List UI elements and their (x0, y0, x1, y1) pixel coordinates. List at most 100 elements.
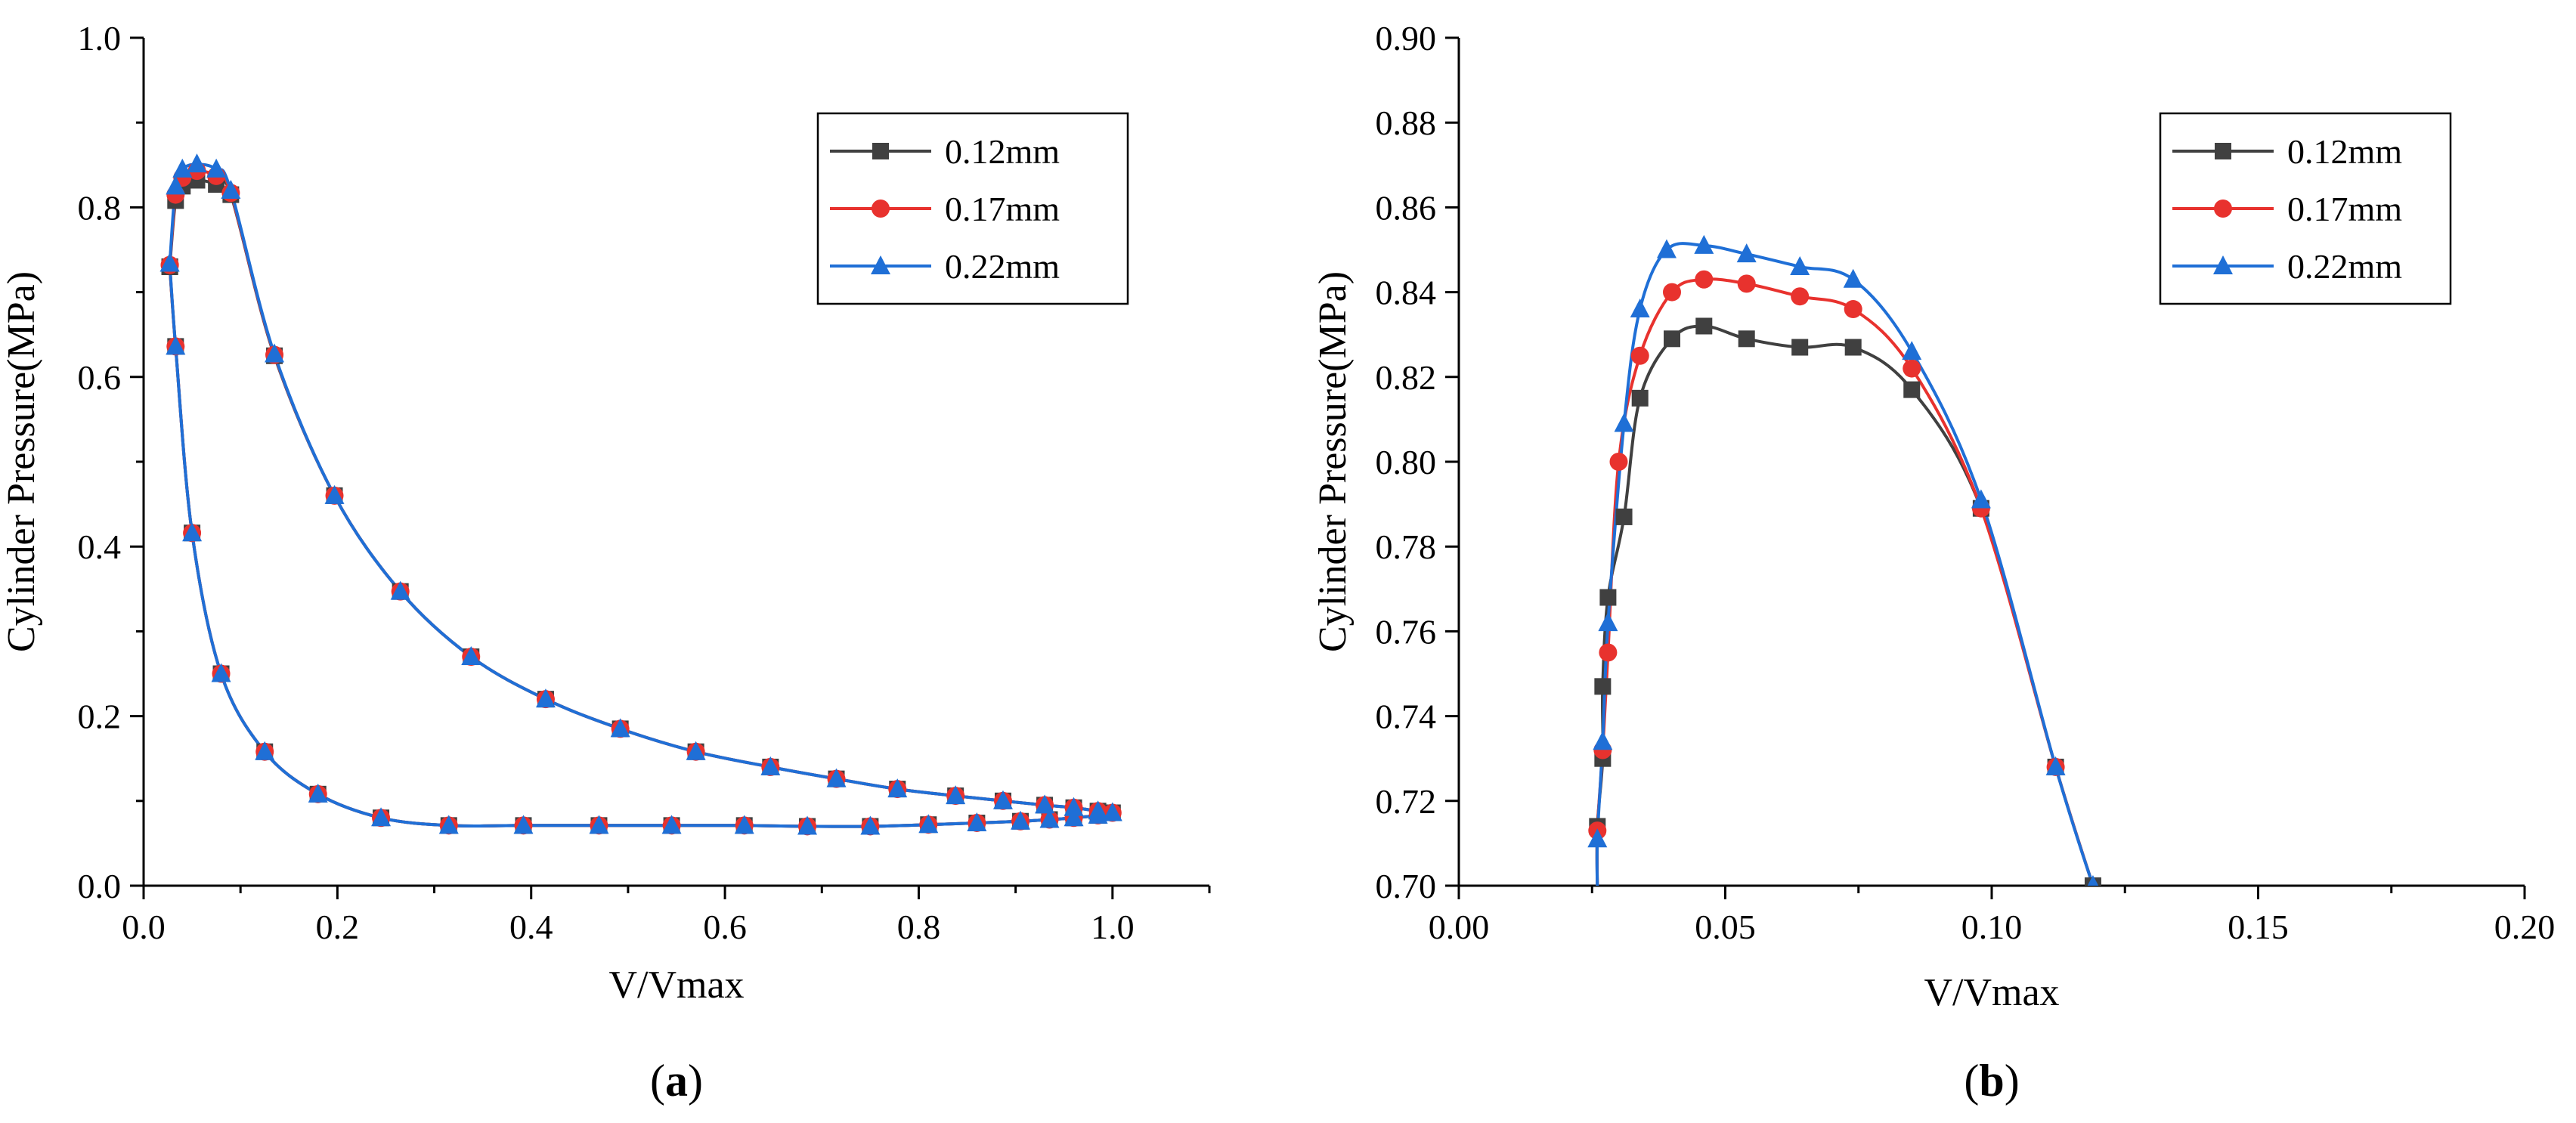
data-point-0.22mm (308, 783, 328, 803)
y-axis-title: Cylinder Pressure(MPa) (1311, 271, 1355, 652)
data-point-0.17mm (1630, 346, 1649, 365)
data-point-0.22mm (1587, 828, 1608, 848)
data-point-0.12mm (1594, 678, 1612, 695)
data-point-0.22mm (221, 179, 241, 199)
x-axis-title: V/Vmax (608, 964, 744, 1007)
panel-label: (b) (1964, 1056, 2019, 1106)
data-point-0.22mm (860, 815, 881, 835)
legend: 0.12mm 0.17mm 0.22mm (816, 112, 1129, 305)
data-point-0.22mm (265, 343, 285, 363)
y-axis-title: Cylinder Pressure(MPa) (0, 271, 43, 652)
panel-label: (a) (650, 1056, 703, 1106)
data-point-0.22mm (1064, 797, 1084, 816)
x-tick-label: 0.2 (316, 908, 360, 946)
legend-marker (872, 143, 889, 159)
chart-panel-b: 0.00 0.05 0.10 0.15 0.20 0.70 0.72 0.74 0.76 0.78… (1311, 19, 2555, 1106)
y-tick-label: 0.78 (1376, 527, 1437, 566)
data-point-0.22mm (1971, 489, 1991, 509)
legend: 0.12mm 0.17mm 0.22mm (2159, 112, 2452, 305)
data-point-0.22mm (187, 153, 207, 173)
x-tick-label: 0.05 (1695, 908, 1756, 946)
x-tick-label: 0.15 (2228, 908, 2289, 946)
y-tick-label: 0.74 (1376, 698, 1437, 736)
x-tick-label: 0.8 (897, 908, 941, 946)
data-point-0.22mm (1902, 341, 1922, 360)
data-point-0.12mm (1903, 381, 1921, 398)
y-tick-label: 0.80 (1376, 443, 1437, 481)
data-point-0.22mm (182, 522, 203, 542)
y-tick-label: 0.82 (1376, 358, 1437, 397)
y-tick-label: 0.8 (78, 188, 122, 227)
x-tick-label: 0.6 (703, 908, 747, 946)
data-point-0.17mm (1599, 643, 1618, 662)
data-point-0.12mm (1695, 317, 1713, 335)
data-point-0.22mm (826, 768, 847, 787)
y-tick-label: 0.84 (1376, 274, 1437, 312)
series-line-0.17mm (1595, 277, 2095, 886)
legend-label: 0.12mm (945, 132, 1060, 171)
legend-label: 0.17mm (945, 190, 1060, 228)
data-point-0.22mm (797, 815, 818, 835)
data-point-0.22mm (1736, 243, 1757, 263)
data-point-0.22mm (461, 646, 481, 666)
legend-label: 0.12mm (2287, 132, 2402, 171)
chart-panel-a: 0.0 0.2 0.4 0.6 0.8 1.0 0.0 0.2 0.4 0.6 0.8 1.0 V/Vm… (0, 19, 1211, 1106)
data-point-0.22mm (371, 807, 392, 827)
data-point-0.17mm (1791, 287, 1810, 306)
series-line-0.12mm (1595, 324, 2095, 886)
data-point-0.22mm (734, 815, 754, 834)
data-point-0.22mm (211, 663, 231, 682)
data-point-0.22mm (1614, 413, 1634, 432)
data-point-0.22mm (1064, 807, 1084, 827)
x-tick-label: 0.0 (122, 908, 166, 946)
data-point-0.22mm (992, 790, 1013, 809)
legend-label: 0.17mm (2287, 190, 2402, 228)
data-point-0.22mm (535, 688, 556, 708)
data-point-0.22mm (589, 815, 609, 834)
data-point-0.22mm (1102, 802, 1122, 821)
data-point-0.17mm (1903, 359, 1921, 378)
x-tick-label: 0.00 (1429, 908, 1490, 946)
y-tick-label: 0.4 (78, 527, 122, 566)
data-point-0.22mm (172, 158, 193, 178)
data-point-0.22mm (255, 741, 275, 760)
data-point-0.22mm (2087, 875, 2099, 886)
data-point-0.12mm (1631, 389, 1649, 407)
y-tick-label: 0.6 (78, 358, 122, 397)
data-point-0.17mm (1663, 283, 1681, 302)
data-point-0.22mm (946, 785, 966, 805)
data-point-0.22mm (1088, 804, 1108, 824)
plot-area (159, 153, 1122, 836)
data-point-0.22mm (1039, 809, 1060, 828)
legend-marker (2215, 143, 2231, 159)
legend-label: 0.22mm (945, 247, 1060, 286)
y-tick-label: 0.70 (1376, 867, 1437, 905)
data-point-0.22mm (1011, 810, 1031, 830)
data-point-0.22mm (918, 814, 939, 834)
data-point-0.17mm (1737, 274, 1756, 293)
y-tick-label: 0.86 (1376, 188, 1437, 227)
x-tick-label: 0.4 (509, 908, 553, 946)
data-point-0.22mm (166, 336, 186, 355)
y-tick-label: 0.88 (1376, 104, 1437, 142)
data-point-0.12mm (1791, 339, 1809, 356)
data-point-0.22mm (1593, 731, 1613, 750)
data-point-0.22mm (390, 580, 410, 600)
data-point-0.12mm (1599, 589, 1617, 606)
data-point-0.12mm (1664, 330, 1680, 348)
y-tick-label: 0.72 (1376, 782, 1437, 821)
y-tick-label: 1.0 (78, 19, 122, 57)
data-point-0.22mm (661, 815, 682, 834)
data-point-0.22mm (967, 812, 987, 831)
legend-marker (2214, 200, 2232, 218)
data-point-0.22mm (206, 158, 227, 178)
data-point-0.22mm (2045, 756, 2066, 775)
data-point-0.22mm (1656, 239, 1677, 258)
y-tick-label: 0.0 (78, 867, 122, 905)
legend-marker (871, 255, 890, 274)
data-point-0.22mm (887, 778, 908, 798)
data-point-0.22mm (760, 756, 781, 775)
data-point-0.17mm (1609, 453, 1628, 471)
data-point-0.17mm (1695, 270, 1714, 289)
